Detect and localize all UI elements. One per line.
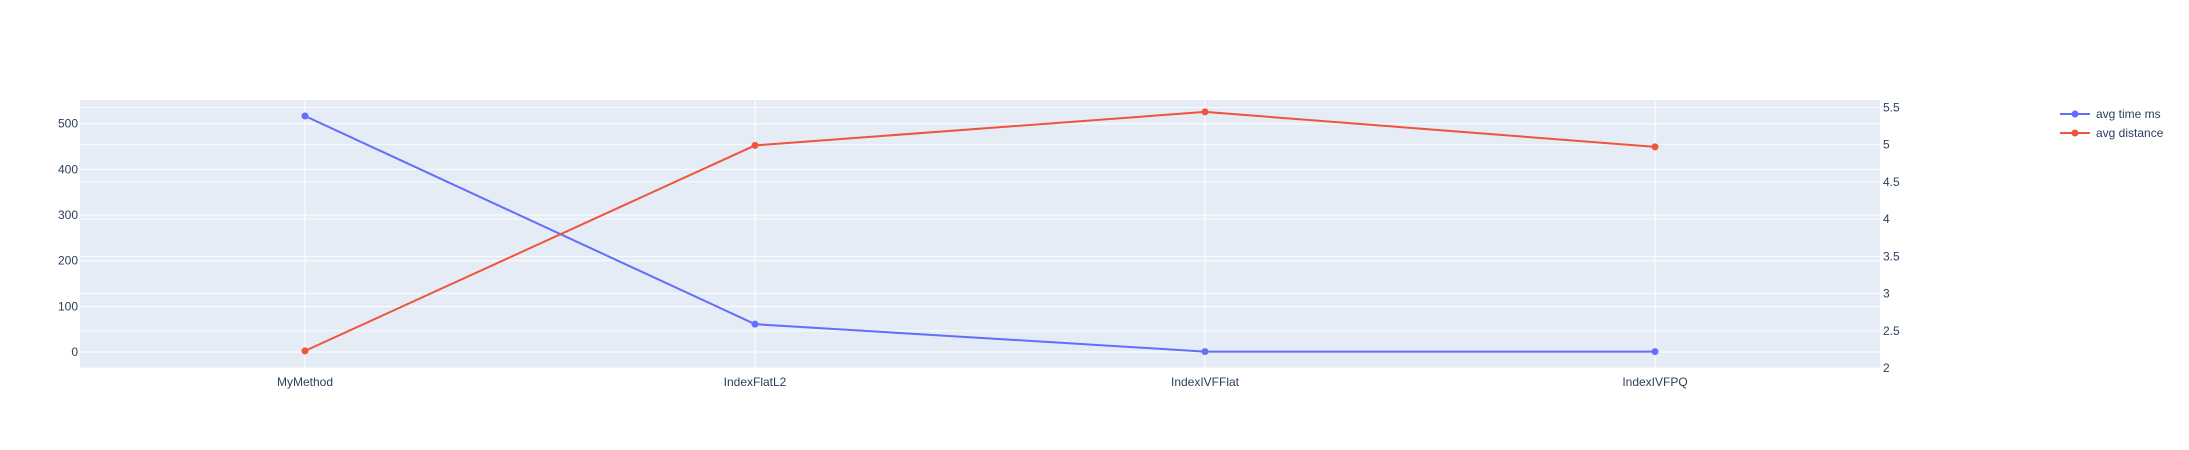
data-point[interactable] (751, 141, 759, 149)
right-tick-label: 5.5 (1883, 100, 1900, 114)
right-tick-label: 5 (1883, 138, 1890, 152)
legend-item[interactable]: avg time ms (2060, 107, 2161, 121)
data-point[interactable] (1651, 143, 1659, 151)
right-axis-gridlines (80, 106, 1880, 369)
data-point[interactable] (301, 347, 309, 355)
left-tick-label: 500 (58, 117, 78, 131)
right-tick-label: 4.5 (1883, 175, 1900, 189)
right-tick-label: 2.5 (1883, 324, 1900, 338)
data-point[interactable] (1201, 108, 1209, 116)
x-tick-label: IndexFlatL2 (724, 375, 787, 389)
right-tick-label: 3.5 (1883, 249, 1900, 263)
x-axis-ticks: MyMethod IndexFlatL2 IndexIVFFlat IndexIVFP… (277, 375, 1688, 389)
right-tick-label: 3 (1883, 287, 1890, 301)
legend-label: avg distance (2096, 126, 2164, 140)
x-tick-label: IndexIVFPQ (1622, 375, 1687, 389)
series-line (304, 115, 1655, 353)
left-tick-label: 0 (71, 345, 78, 359)
legend-swatch-marker (2071, 129, 2079, 137)
data-point[interactable] (301, 112, 309, 120)
legend-label: avg time ms (2096, 107, 2161, 121)
left-tick-label: 400 (58, 162, 78, 176)
left-tick-label: 300 (58, 208, 78, 222)
left-axis-ticks: 0 100 200 300 400 500 (58, 117, 78, 359)
data-point[interactable] (751, 320, 759, 328)
x-tick-label: IndexIVFFlat (1171, 375, 1240, 389)
series-line (304, 110, 1656, 352)
right-tick-label: 2 (1883, 361, 1890, 375)
legend[interactable]: avg time ms avg distance (2060, 107, 2164, 140)
right-tick-label: 4 (1883, 212, 1890, 226)
x-tick-label: MyMethod (277, 375, 333, 389)
right-axis-ticks: 2 2.5 3 3.5 4 4.5 5 5.5 (1883, 100, 1900, 375)
series-layer (301, 108, 1659, 356)
data-point[interactable] (1651, 348, 1659, 356)
legend-item[interactable]: avg distance (2060, 126, 2164, 140)
plot-area (80, 100, 1880, 368)
legend-swatch-marker (2071, 110, 2079, 118)
data-point[interactable] (1201, 348, 1209, 356)
left-tick-label: 100 (58, 299, 78, 313)
left-tick-label: 200 (58, 254, 78, 268)
